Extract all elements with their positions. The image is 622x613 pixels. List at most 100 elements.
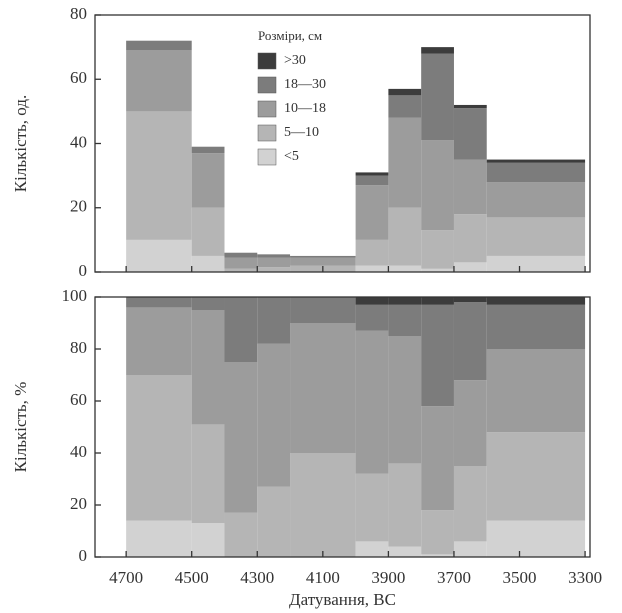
legend-label: 10—18 [284,101,326,116]
bar-segment [421,268,454,272]
legend-swatch [257,124,277,142]
bar-segment [421,304,454,407]
y-axis-label: Кількість, од. [11,95,30,192]
x-axis-label: Датування, BC [289,590,396,609]
y-tick-label: 40 [70,442,87,461]
bar-segment [421,554,454,557]
bar-segment [257,267,291,272]
y-tick-label: 100 [62,286,88,305]
bar-segment [191,207,225,256]
bar-segment [191,523,225,557]
bar-segment [290,297,356,323]
bar-segment [486,432,586,521]
bar-segment [453,104,487,109]
bar-segment [191,310,225,425]
legend-title: Розміри, см [258,28,322,43]
bar-segment [126,297,192,308]
bar-segment [486,159,586,163]
x-tick-label: 3500 [503,568,537,587]
bar-segment [290,453,356,557]
y-axis-label: Кількість, % [11,382,30,473]
bar-segment [421,510,454,555]
bar-segment [388,95,422,118]
x-tick-label: 4100 [306,568,340,587]
bar-segment [191,297,225,310]
bar-segment [224,297,258,362]
bar-segment [421,406,454,511]
legend-label: >30 [284,53,306,68]
bar-segment [421,297,454,305]
y-tick-label: 0 [79,546,88,565]
bar-segment [224,268,258,272]
bar-segment [486,297,586,305]
x-tick-label: 4700 [109,568,143,587]
bar-segment [453,108,487,160]
bar-segment [191,153,225,208]
bar-segment [453,214,487,263]
bar-segment [355,185,389,240]
bar-segment [126,375,192,521]
y-tick-label: 40 [70,132,87,151]
bar-segment [355,175,389,186]
y-tick-label: 60 [70,68,87,87]
legend-label: 18—30 [284,77,326,92]
bar-segment [355,330,389,474]
bar-segment [191,146,225,154]
bar-segment [453,262,487,272]
bar-segment [355,541,389,557]
bar-segment [257,257,291,268]
y-tick-label: 0 [79,261,88,280]
legend-swatch [257,52,277,70]
bar-segment [388,336,422,464]
bar-segment [388,463,422,547]
bar-segment [388,297,422,305]
legend-swatch [257,100,277,118]
bar-segment [355,297,389,305]
bar-segment [453,297,487,303]
y-tick-label: 80 [70,4,87,23]
bar-segment [388,117,422,208]
bar-segment [453,466,487,542]
bar-segment [486,255,586,272]
bar-segment [224,362,258,513]
legend-swatch [257,76,277,94]
bar-segment [126,50,192,112]
bar-segment [486,182,586,218]
bar-segment [421,230,454,269]
bar-segment [453,159,487,215]
bar-segment [355,265,389,272]
bar-segment [191,424,225,524]
bar-segment [126,520,192,557]
bar-segment [486,217,586,256]
bar-segment [355,304,389,331]
bar-segment [421,47,454,54]
bar-segment [257,343,291,487]
bar-segment [421,140,454,231]
bar-segment [224,512,258,557]
bar-segment [224,252,258,258]
legend-label: <5 [284,149,299,164]
legend-swatch [257,148,277,166]
x-tick-label: 3900 [371,568,405,587]
y-tick-label: 20 [70,197,87,216]
bar-segment [486,520,586,557]
bar-segment [126,40,192,51]
bar-segment [290,257,356,266]
bar-segment [126,111,192,240]
bar-segment [453,302,487,381]
bar-segment [388,304,422,336]
bar-segment [421,53,454,141]
y-tick-label: 20 [70,494,87,513]
bar-segment [453,541,487,557]
bar-segment [355,239,389,266]
bar-segment [486,349,586,433]
plot-frame [94,296,591,558]
bar-segment [388,265,422,272]
legend-label: 5—10 [284,125,319,140]
x-tick-label: 3300 [568,568,602,587]
bar-segment [224,257,258,269]
bar-segment [191,255,225,272]
bar-segment [486,304,586,349]
bar-segment [126,307,192,375]
